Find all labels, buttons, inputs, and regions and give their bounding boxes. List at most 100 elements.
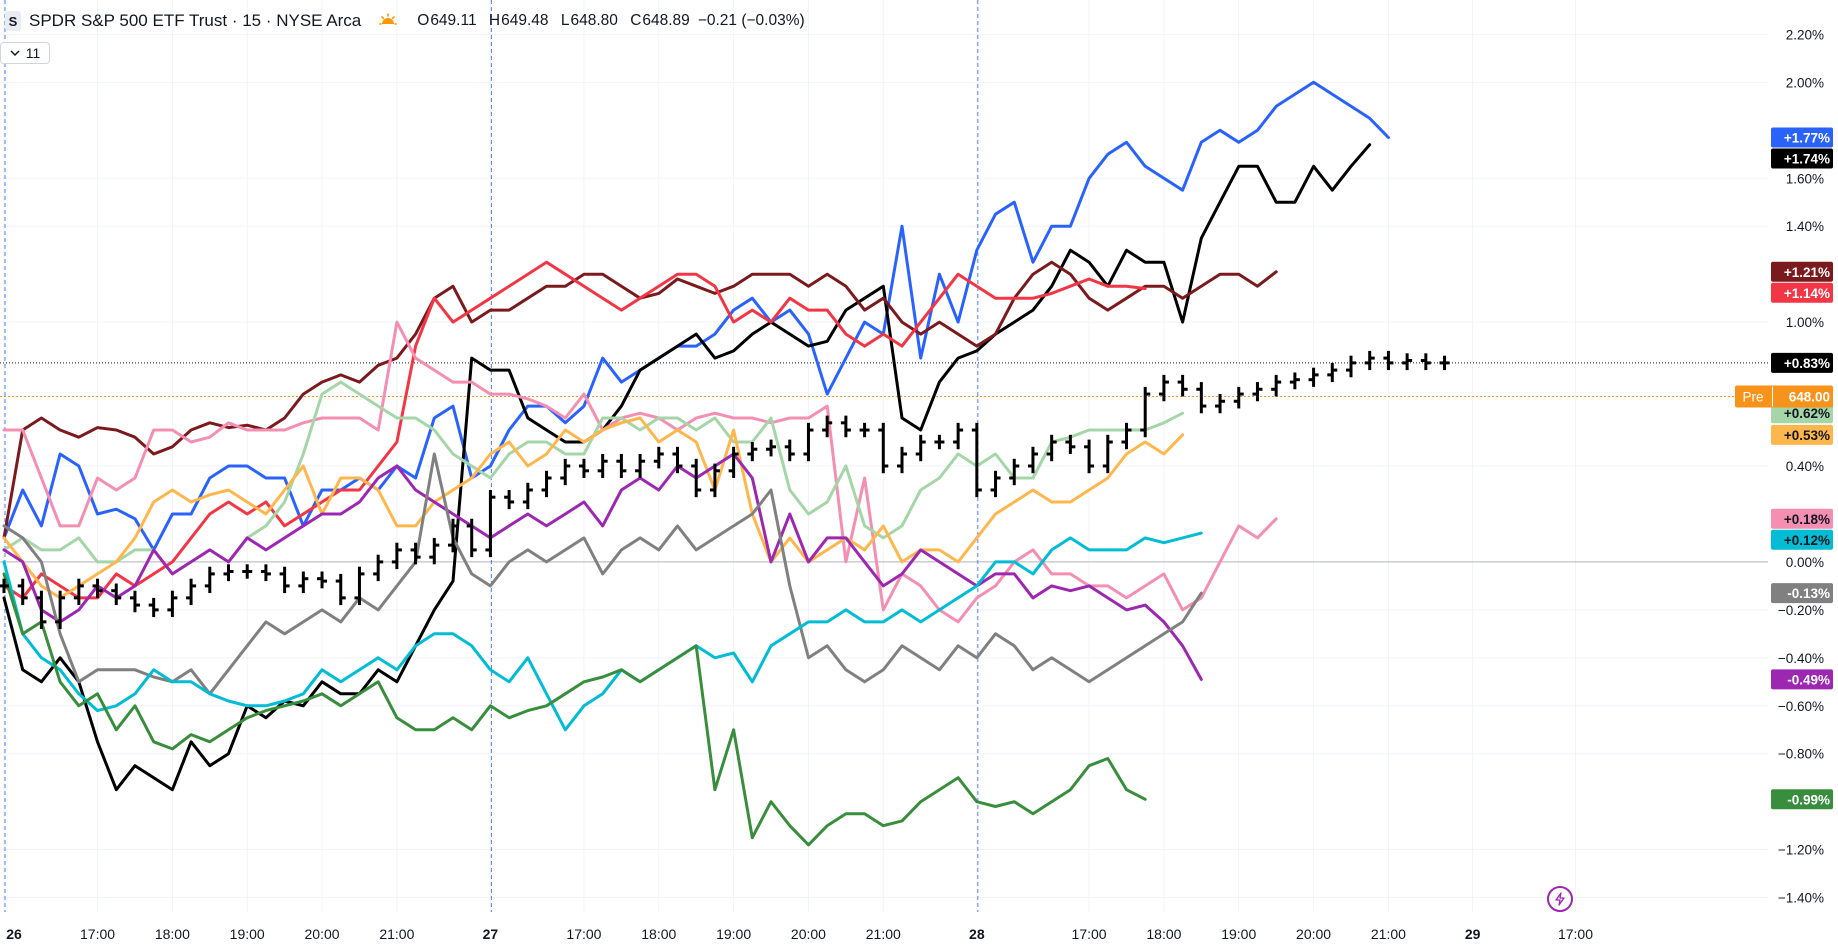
price-badge-label: +1.14% bbox=[1784, 286, 1830, 301]
series-line bbox=[2, 572, 1147, 847]
price-bar bbox=[1289, 372, 1300, 390]
price-bar bbox=[504, 489, 515, 510]
y-axis-tick-label: 0.40% bbox=[1786, 459, 1824, 474]
price-bar bbox=[1346, 355, 1356, 378]
lightning-icon[interactable] bbox=[1547, 886, 1573, 912]
price-badge-label: -0.49% bbox=[1787, 672, 1830, 687]
indicators-toggle-button[interactable]: 11 bbox=[0, 42, 50, 64]
price-bar bbox=[1009, 458, 1020, 486]
price-bar bbox=[391, 542, 402, 570]
price-bar bbox=[36, 590, 47, 630]
ohlc-high-key: H bbox=[488, 12, 501, 29]
x-axis-tick-label: 29 bbox=[1465, 926, 1481, 942]
price-bar bbox=[597, 454, 608, 478]
price-bar bbox=[672, 446, 683, 474]
ohlc-low-key: L bbox=[560, 12, 570, 29]
price-bar bbox=[92, 578, 103, 598]
price-badge-label: +1.21% bbox=[1784, 265, 1830, 280]
price-bar bbox=[55, 590, 66, 630]
price-bar bbox=[148, 597, 159, 618]
price-badge bbox=[1771, 583, 1833, 604]
x-axis-tick-label: 19:00 bbox=[1221, 926, 1256, 942]
ohlc-values: O649.11 H649.48 L648.80 C648.89 bbox=[417, 12, 698, 30]
sun-icon[interactable] bbox=[379, 12, 398, 30]
price-badge-label: +1.74% bbox=[1784, 151, 1830, 166]
ohlc-open-key: O bbox=[417, 12, 430, 29]
y-axis-tick-label: −0.40% bbox=[1778, 651, 1824, 666]
series-line bbox=[2, 320, 1278, 624]
price-bar bbox=[1140, 386, 1151, 438]
price-badge-label: +1.77% bbox=[1784, 130, 1830, 145]
ohlc-close-value: 648.89 bbox=[642, 12, 690, 29]
x-axis-tick-label: 20:00 bbox=[1296, 926, 1331, 942]
x-axis-tick-label: 21:00 bbox=[866, 926, 901, 942]
y-axis-tick-label: 0.00% bbox=[1786, 555, 1824, 570]
pre-market-badge-divider bbox=[1772, 386, 1773, 407]
price-bar bbox=[1364, 350, 1375, 371]
price-change: −0.21 (−0.03%) bbox=[697, 12, 805, 29]
x-axis-tick-label: 19:00 bbox=[716, 926, 751, 942]
price-bar bbox=[167, 590, 178, 618]
chevron-down-icon bbox=[10, 49, 20, 57]
price-badge-label: -0.13% bbox=[1787, 586, 1830, 601]
price-badge bbox=[1771, 282, 1833, 303]
price-bar bbox=[915, 434, 926, 462]
series-line bbox=[2, 260, 1278, 540]
price-badge-label: +0.62% bbox=[1784, 406, 1830, 421]
price-bar bbox=[560, 458, 571, 486]
price-bar bbox=[747, 442, 758, 462]
price-bar bbox=[1233, 386, 1244, 409]
price-bar bbox=[1102, 434, 1113, 474]
price-bar bbox=[111, 583, 122, 606]
price-bar bbox=[728, 446, 739, 478]
x-axis-tick-label: 17:00 bbox=[1072, 926, 1107, 942]
price-bar bbox=[223, 564, 234, 582]
price-bar bbox=[1327, 362, 1338, 383]
price-bar bbox=[335, 573, 346, 606]
price-bar bbox=[129, 590, 140, 613]
price-badge-label: -0.99% bbox=[1787, 792, 1830, 807]
price-bar bbox=[709, 463, 720, 498]
price-bar bbox=[1215, 394, 1226, 414]
price-bar bbox=[990, 470, 1001, 498]
price-bar bbox=[1439, 355, 1450, 371]
x-axis-tick-label: 21:00 bbox=[1371, 926, 1406, 942]
price-bar bbox=[691, 458, 702, 498]
x-axis-tick-label: 19:00 bbox=[230, 926, 265, 942]
price-bar bbox=[354, 566, 365, 606]
x-axis-tick-label: 20:00 bbox=[791, 926, 826, 942]
x-axis-tick-label: 21:00 bbox=[379, 926, 414, 942]
price-bar bbox=[279, 566, 290, 594]
series-line bbox=[2, 531, 1203, 732]
price-badge-label: +0.53% bbox=[1784, 428, 1830, 443]
price-bar bbox=[17, 578, 28, 606]
price-bar bbox=[971, 422, 982, 498]
price-bar bbox=[410, 542, 421, 565]
price-badge bbox=[1771, 529, 1833, 550]
price-bar bbox=[429, 537, 440, 565]
x-axis-tick-label: 26 bbox=[6, 926, 22, 942]
pre-market-badge bbox=[1735, 385, 1833, 408]
y-axis-tick-label: −1.40% bbox=[1778, 891, 1824, 906]
price-bar bbox=[578, 458, 589, 478]
y-axis-tick-label: 1.00% bbox=[1786, 315, 1824, 330]
price-badge bbox=[1771, 424, 1833, 445]
price-badge-label: +0.12% bbox=[1784, 533, 1830, 548]
symbol-title[interactable]: SPDR S&P 500 ETF Trust · 15 · NYSE Arca bbox=[29, 11, 362, 30]
price-bar bbox=[1046, 434, 1057, 462]
price-bar bbox=[260, 564, 271, 582]
price-bar bbox=[1402, 353, 1413, 371]
price-bar bbox=[1027, 446, 1038, 474]
pre-market-price: 648.00 bbox=[1789, 389, 1830, 404]
price-bar bbox=[186, 578, 197, 606]
series-line bbox=[2, 143, 1372, 792]
price-badge bbox=[1771, 508, 1833, 529]
price-bar bbox=[1383, 350, 1394, 371]
price-bar bbox=[73, 578, 84, 606]
x-axis-tick-label: 28 bbox=[969, 926, 985, 942]
ohlc-close-key: C bbox=[630, 12, 642, 29]
y-axis-tick-label: −1.20% bbox=[1778, 843, 1824, 858]
price-bar bbox=[298, 571, 309, 594]
price-bar bbox=[653, 446, 664, 469]
